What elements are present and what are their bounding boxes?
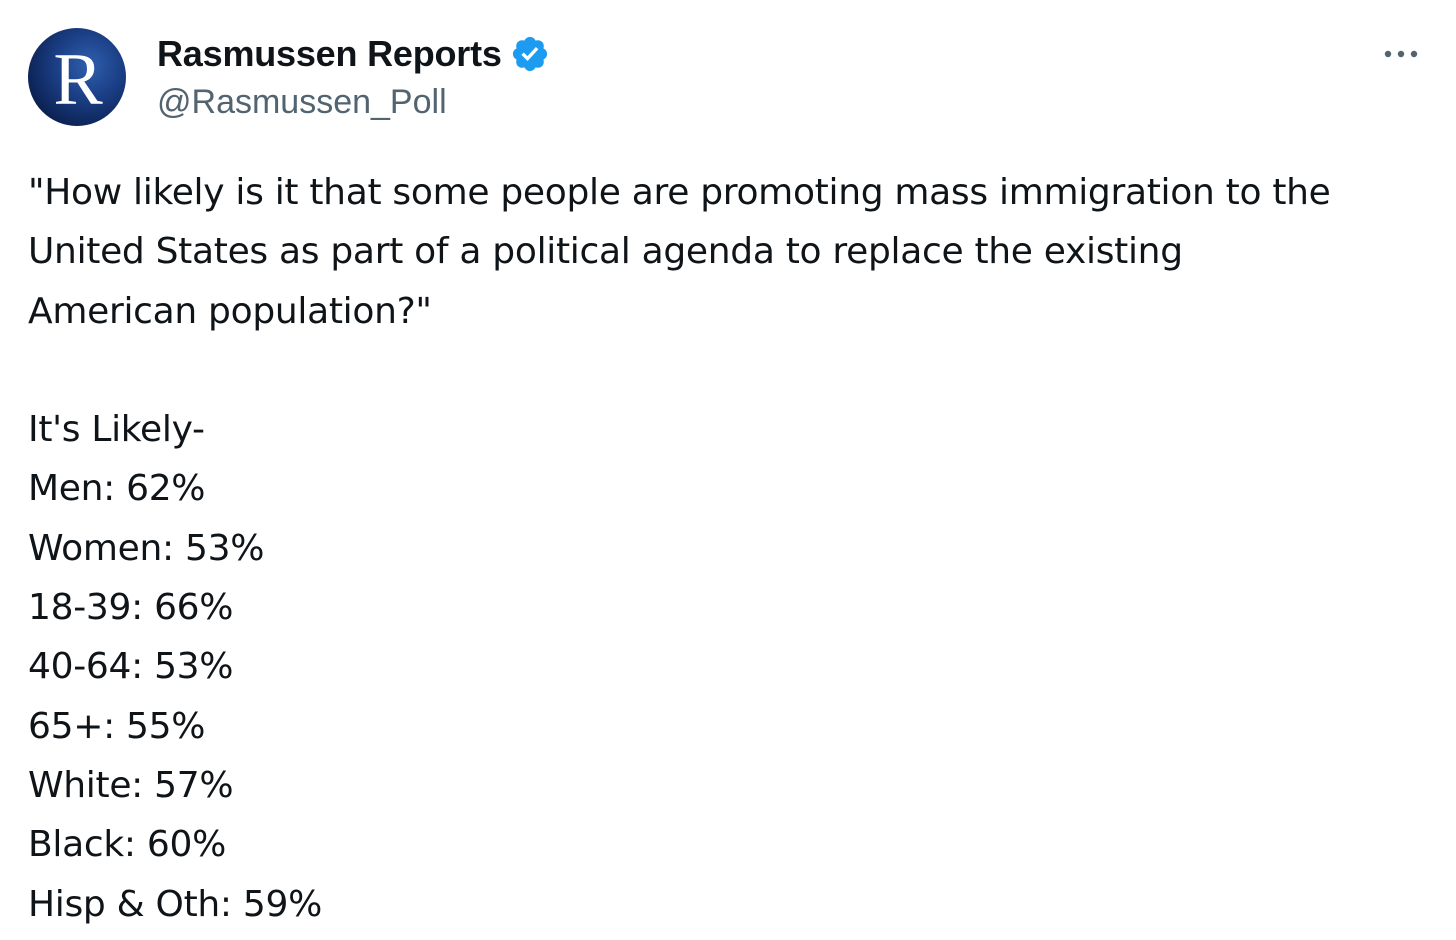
paragraph-gap <box>28 341 1438 400</box>
avatar[interactable]: R <box>28 28 126 126</box>
results-heading: It's Likely- <box>28 409 205 451</box>
result-age-18-39: 18-39: 66% <box>28 587 234 629</box>
result-white: White: 57% <box>28 764 234 806</box>
question-line: United States as part of a political age… <box>28 231 1183 273</box>
svg-text:R: R <box>53 39 103 121</box>
question-line: "How likely is it that some people are p… <box>28 172 1331 213</box>
more-options-button[interactable] <box>1376 36 1426 72</box>
result-black: Black: 60% <box>28 824 226 866</box>
tweet-text: "How likely is it that some people are p… <box>28 163 1438 934</box>
author-display-name[interactable]: Rasmussen Reports <box>157 33 502 74</box>
result-hispanic-other: Hisp & Oth: 59% <box>28 883 322 925</box>
result-women: Women: 53% <box>28 527 265 569</box>
author-name-row: Rasmussen Reports <box>157 32 550 76</box>
result-age-65-plus: 65+: 55% <box>28 705 206 747</box>
author-handle[interactable]: @Rasmussen_Poll <box>157 83 447 121</box>
rasmussen-logo-icon: R <box>53 39 103 121</box>
result-age-40-64: 40-64: 53% <box>28 646 234 688</box>
question-line: American population?" <box>28 290 432 332</box>
more-horizontal-icon <box>1384 50 1418 58</box>
verified-badge-icon <box>510 34 550 74</box>
result-men: Men: 62% <box>28 468 206 510</box>
